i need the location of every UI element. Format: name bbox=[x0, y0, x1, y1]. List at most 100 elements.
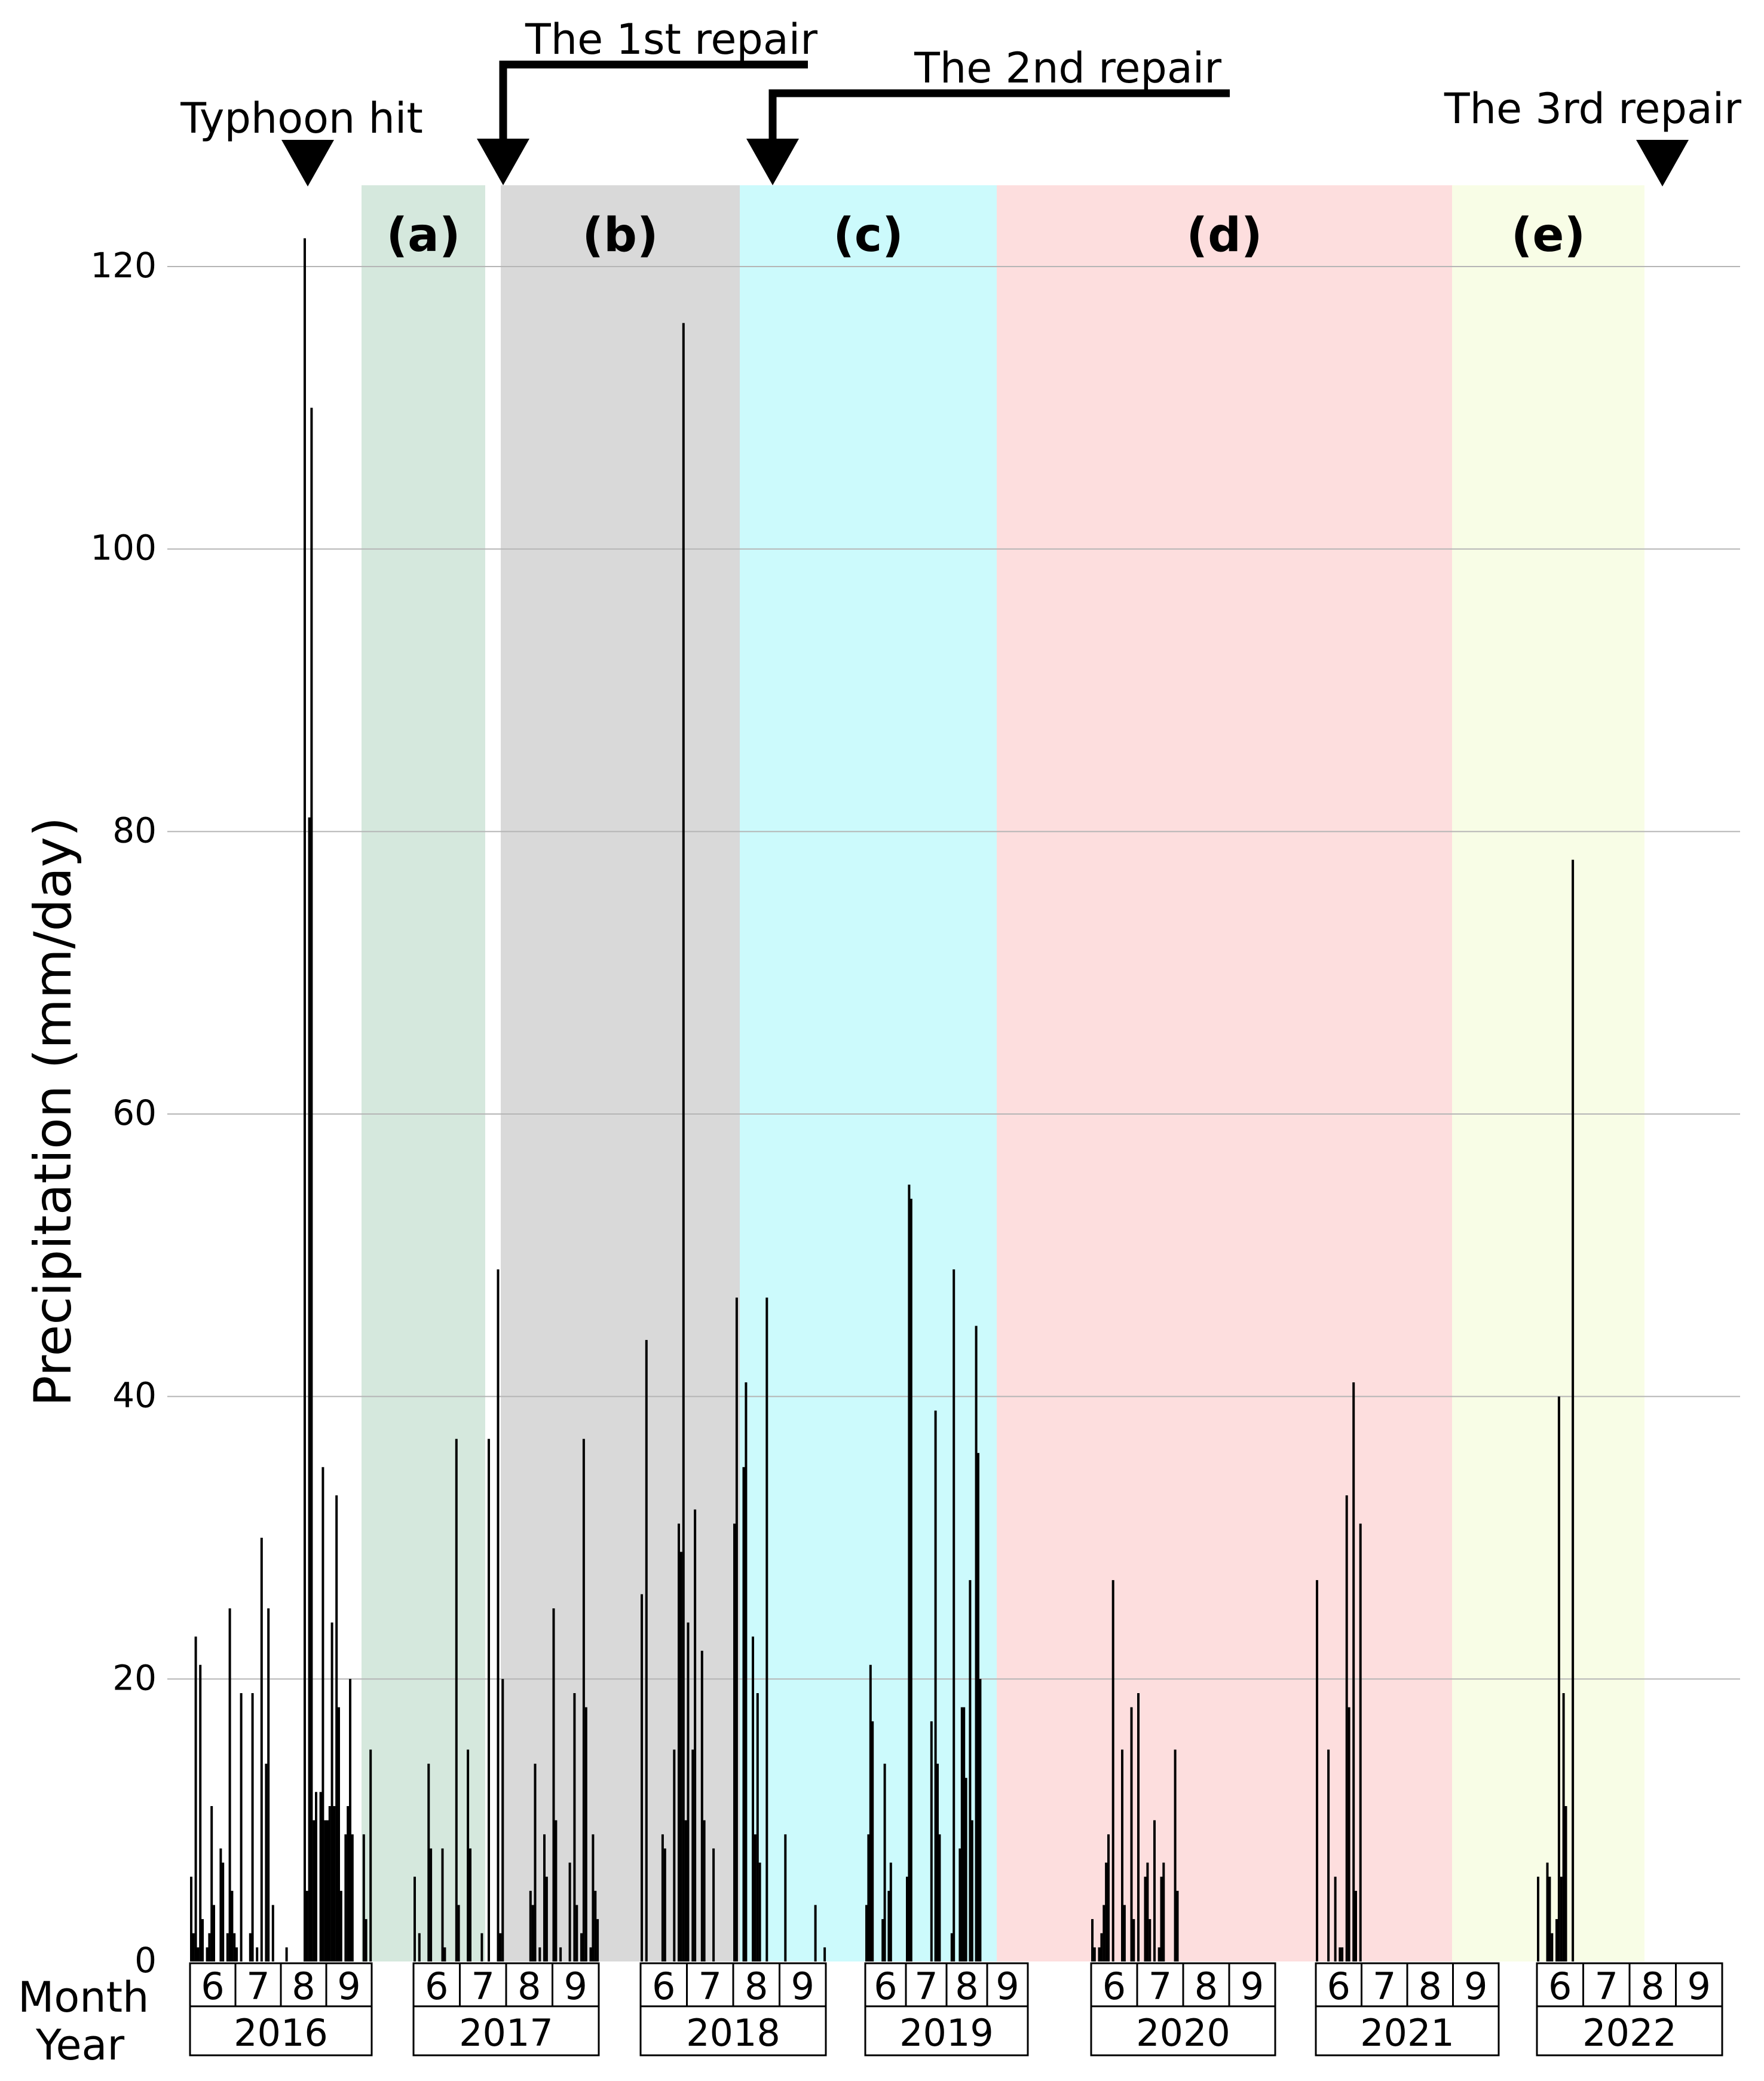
bar-2019-48 bbox=[960, 1707, 963, 1961]
bar-2017-1 bbox=[414, 1877, 416, 1961]
month-cell-2021-6 bbox=[1315, 1962, 1362, 2007]
period-label-4: (d) bbox=[1186, 209, 1262, 262]
month-cell-2016-6 bbox=[189, 1962, 237, 2007]
bar-2017-3 bbox=[418, 1933, 421, 1961]
bar-2021-18 bbox=[1355, 1890, 1357, 1961]
bar-2017-61 bbox=[552, 1608, 555, 1961]
bar-2016-72 bbox=[351, 1834, 354, 1961]
period-band-1 bbox=[362, 185, 485, 1961]
bar-2016-9 bbox=[208, 1933, 211, 1961]
month-label-2016-6: 6 bbox=[201, 1964, 224, 2008]
month-cell-2016-8 bbox=[280, 1962, 327, 2007]
bar-2017-74 bbox=[582, 1439, 585, 1961]
bar-2016-11 bbox=[213, 1905, 215, 1961]
month-label-2018-8: 8 bbox=[745, 1964, 768, 2008]
month-label-2022-9: 9 bbox=[1688, 1964, 1711, 2008]
bar-2016-69 bbox=[344, 1834, 347, 1961]
bar-2021-9 bbox=[1334, 1877, 1337, 1961]
bar-2019-22 bbox=[908, 1185, 911, 1961]
month-cell-2022-8 bbox=[1628, 1962, 1677, 2007]
bar-2019-23 bbox=[909, 1198, 912, 1961]
month-label-2018-7: 7 bbox=[699, 1964, 722, 2008]
bar-2016-30 bbox=[256, 1947, 259, 1961]
month-label-2016-9: 9 bbox=[337, 1964, 360, 2008]
bar-2017-13 bbox=[441, 1848, 444, 1961]
bar-2017-57 bbox=[543, 1834, 546, 1961]
bar-2018-17 bbox=[678, 1523, 680, 1961]
bar-2020-24 bbox=[1144, 1877, 1147, 1961]
bar-2019-2 bbox=[867, 1834, 870, 1961]
month-cell-2020-6 bbox=[1090, 1962, 1138, 2007]
month-label-2018-9: 9 bbox=[791, 1964, 814, 2008]
month-cell-2016-7 bbox=[234, 1962, 282, 2007]
period-label-2: (b) bbox=[582, 209, 658, 262]
bar-2016-53 bbox=[308, 817, 311, 1961]
bar-2022-7 bbox=[1551, 1933, 1554, 1961]
bar-2016-2 bbox=[192, 1933, 195, 1961]
bar-2016-60 bbox=[324, 1820, 327, 1961]
repair2-arrow bbox=[746, 139, 799, 185]
month-label-2019-8: 8 bbox=[955, 1964, 978, 2008]
bar-2019-13 bbox=[889, 1862, 892, 1961]
bar-2016-14 bbox=[219, 1848, 222, 1961]
bar-2021-20 bbox=[1359, 1523, 1362, 1961]
bar-2016-62 bbox=[328, 1806, 331, 1961]
bar-2019-36 bbox=[936, 1764, 939, 1961]
bar-2016-4 bbox=[197, 1947, 200, 1961]
bar-2016-3 bbox=[194, 1636, 197, 1961]
bar-2017-62 bbox=[555, 1820, 558, 1961]
bar-2019-47 bbox=[958, 1848, 961, 1961]
bar-2020-8 bbox=[1107, 1834, 1110, 1961]
bar-2016-37 bbox=[271, 1905, 274, 1961]
bar-2016-77 bbox=[362, 1834, 365, 1961]
bar-2020-38 bbox=[1176, 1890, 1179, 1961]
bar-2017-68 bbox=[568, 1862, 571, 1961]
year-cell-2018 bbox=[639, 2005, 827, 2056]
year-label-2019: 2019 bbox=[899, 2011, 994, 2055]
month-label-2018-6: 6 bbox=[652, 1964, 675, 2008]
period-band-2 bbox=[501, 185, 740, 1961]
bar-2022-10 bbox=[1557, 1396, 1560, 1961]
bar-2018-11 bbox=[663, 1848, 666, 1961]
bar-2018-42 bbox=[735, 1297, 738, 1961]
period-label-1: (a) bbox=[387, 209, 461, 262]
y-tick-80: 80 bbox=[112, 810, 157, 850]
bar-2020-15 bbox=[1123, 1905, 1126, 1961]
y-tick-100: 100 bbox=[90, 528, 157, 568]
annotation-repair2: The 2nd repair bbox=[914, 44, 1221, 93]
month-label-2016-8: 8 bbox=[292, 1964, 315, 2008]
bar-2016-20 bbox=[233, 1933, 236, 1961]
bar-2018-41 bbox=[733, 1523, 736, 1961]
bar-2018-52 bbox=[758, 1862, 761, 1961]
bar-2018-49 bbox=[752, 1636, 754, 1961]
bar-2020-21 bbox=[1137, 1693, 1140, 1961]
bar-2017-78 bbox=[592, 1834, 595, 1961]
bar-2020-6 bbox=[1102, 1905, 1105, 1961]
bar-2022-13 bbox=[1564, 1806, 1567, 1961]
bar-2016-54 bbox=[310, 408, 313, 1961]
month-cell-2021-7 bbox=[1361, 1962, 1408, 2007]
bar-2016-17 bbox=[226, 1933, 229, 1961]
annotation-typhoon: Typhoon hit bbox=[180, 94, 423, 143]
bar-2016-65 bbox=[335, 1495, 338, 1961]
month-cell-2016-9 bbox=[325, 1962, 373, 2007]
bar-2020-28 bbox=[1153, 1820, 1156, 1961]
year-cell-2020 bbox=[1090, 2005, 1276, 2056]
bar-2019-44 bbox=[953, 1269, 956, 1961]
bar-2019-33 bbox=[930, 1721, 933, 1961]
month-label-2020-9: 9 bbox=[1241, 1964, 1264, 2008]
month-label-2019-6: 6 bbox=[874, 1964, 897, 2008]
month-label-2020-7: 7 bbox=[1149, 1964, 1172, 2008]
month-cell-2019-9 bbox=[986, 1962, 1029, 2007]
bar-2020-32 bbox=[1162, 1862, 1165, 1961]
bar-2016-35 bbox=[267, 1608, 270, 1961]
bar-2016-27 bbox=[249, 1933, 252, 1961]
month-row-label: Month bbox=[18, 1973, 149, 2022]
bar-2019-56 bbox=[977, 1453, 979, 1961]
bar-2019-52 bbox=[969, 1580, 972, 1961]
year-cell-2019 bbox=[864, 2005, 1029, 2056]
bar-2017-37 bbox=[497, 1269, 500, 1961]
bar-2019-1 bbox=[865, 1905, 868, 1961]
bar-2019-35 bbox=[934, 1410, 937, 1961]
bar-2019-10 bbox=[883, 1764, 886, 1961]
